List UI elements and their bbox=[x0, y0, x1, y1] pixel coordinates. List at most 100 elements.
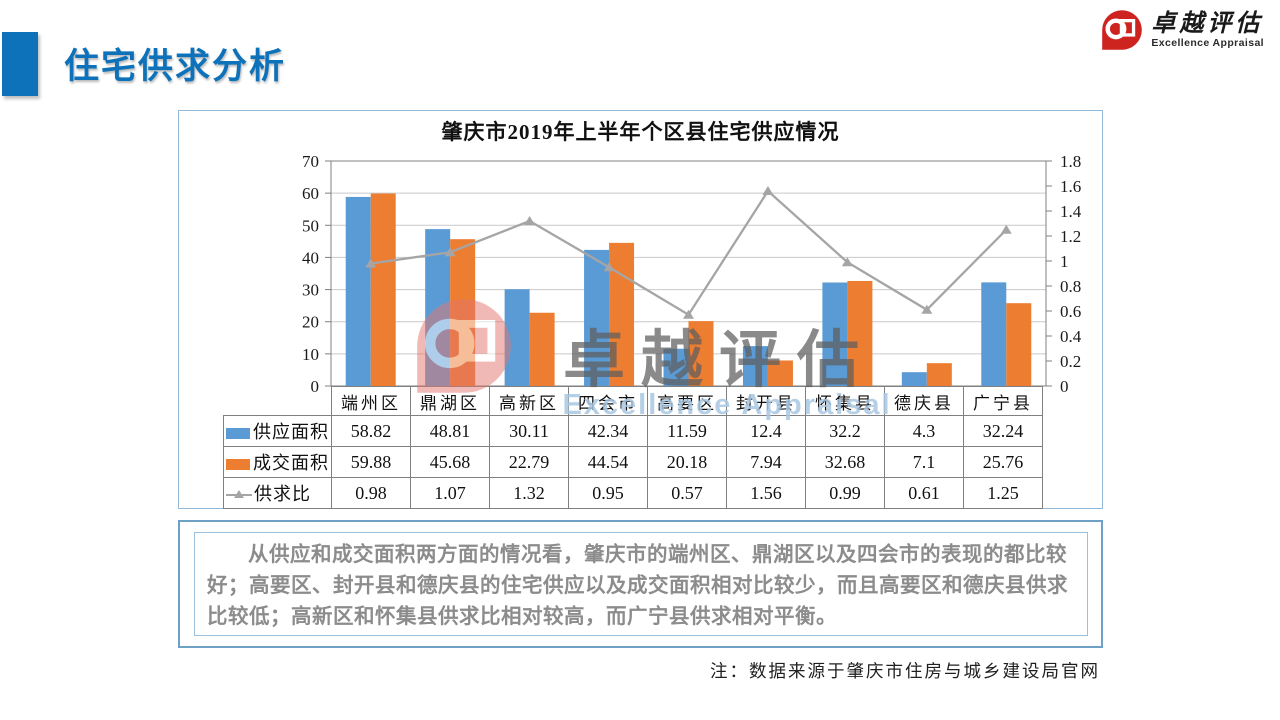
chart-bar bbox=[584, 249, 610, 386]
value-cell: 32.24 bbox=[963, 415, 1043, 447]
category-cell: 怀集县 bbox=[805, 386, 885, 416]
left-axis-label: 40 bbox=[302, 248, 319, 267]
legend-cell: 供应面积 bbox=[223, 415, 332, 447]
value-cell: 0.98 bbox=[331, 477, 411, 509]
value-cell: 32.68 bbox=[805, 446, 885, 478]
line-marker bbox=[603, 262, 615, 272]
left-axis-label: 0 bbox=[311, 377, 320, 396]
legend-label: 供求比 bbox=[254, 484, 311, 504]
value-cell: 25.76 bbox=[963, 446, 1043, 478]
right-axis-label: 0 bbox=[1060, 377, 1069, 396]
right-axis-label: 1 bbox=[1060, 252, 1069, 271]
line-marker bbox=[365, 258, 377, 268]
title-accent-square bbox=[2, 32, 38, 96]
right-axis-label: 0.2 bbox=[1060, 352, 1081, 371]
left-axis-label: 50 bbox=[302, 216, 319, 235]
value-cell: 7.94 bbox=[726, 446, 806, 478]
chart-panel: 肇庆市2019年上半年个区县住宅供应情况 0 10 20 30 40 50 60 70 0 0.2… bbox=[178, 110, 1103, 509]
brand-logo-text: 卓越评估 Excellence Appraisal bbox=[1151, 12, 1264, 49]
value-cell: 58.82 bbox=[331, 415, 411, 447]
value-cell: 32.2 bbox=[805, 415, 885, 447]
analysis-text: 从供应和成交面积两方面的情况看，肇庆市的端州区、鼎湖区以及四会市的表现的都比较好… bbox=[207, 543, 1068, 628]
chart-bar bbox=[370, 193, 396, 386]
value-cell: 42.34 bbox=[568, 415, 648, 447]
chart-bar bbox=[981, 282, 1007, 386]
chart-bar bbox=[609, 242, 635, 386]
chart-bar bbox=[926, 363, 952, 386]
value-cell: 12.4 bbox=[726, 415, 806, 447]
chart-bar bbox=[688, 321, 714, 386]
legend-bar-swatch bbox=[226, 428, 250, 439]
line-marker bbox=[762, 186, 774, 195]
value-cell: 59.88 bbox=[331, 446, 411, 478]
left-axis-label: 20 bbox=[302, 313, 319, 332]
value-cell: 7.1 bbox=[884, 446, 964, 478]
left-axis-label: 10 bbox=[302, 345, 319, 364]
legend-cell: 供求比 bbox=[223, 477, 332, 509]
category-cell: 四会市 bbox=[568, 386, 648, 416]
value-cell: 4.3 bbox=[884, 415, 964, 447]
right-axis-label: 0.6 bbox=[1060, 302, 1081, 321]
value-cell: 0.61 bbox=[884, 477, 964, 509]
value-cell: 48.81 bbox=[410, 415, 490, 447]
value-cell: 1.25 bbox=[963, 477, 1043, 509]
brand-name-en: Excellence Appraisal bbox=[1151, 36, 1264, 49]
right-axis-label: 1.8 bbox=[1060, 152, 1081, 171]
chart-bar bbox=[529, 312, 555, 386]
source-note: 注：数据来源于肇庆市住房与城乡建设局官网 bbox=[710, 661, 1100, 681]
category-cell: 高新区 bbox=[489, 386, 569, 416]
right-axis-label: 1.4 bbox=[1060, 202, 1082, 221]
line-marker bbox=[444, 247, 456, 257]
chart-bar bbox=[504, 289, 530, 386]
chart-bar bbox=[345, 196, 371, 386]
legend-label: 成交面积 bbox=[253, 453, 329, 473]
chart-bar bbox=[822, 282, 848, 386]
value-cell: 11.59 bbox=[647, 415, 727, 447]
category-cell: 德庆县 bbox=[884, 386, 964, 416]
chart-bar bbox=[663, 348, 689, 386]
value-cell: 0.95 bbox=[568, 477, 648, 509]
right-axis-label: 0.4 bbox=[1060, 327, 1082, 346]
line-marker bbox=[841, 257, 853, 267]
chart-title: 肇庆市2019年上半年个区县住宅供应情况 bbox=[441, 120, 840, 144]
category-cell: 端州区 bbox=[331, 386, 411, 416]
line-marker bbox=[921, 304, 933, 314]
value-cell: 1.32 bbox=[489, 477, 569, 509]
value-cell: 45.68 bbox=[410, 446, 490, 478]
chart-bar bbox=[847, 280, 873, 386]
brand-name-cn: 卓越评估 bbox=[1151, 10, 1264, 37]
brand-logo-icon bbox=[1102, 10, 1143, 50]
chart-bar bbox=[450, 239, 476, 386]
left-axis-label: 30 bbox=[302, 281, 319, 300]
chart-bar bbox=[901, 372, 927, 386]
value-cell: 1.07 bbox=[410, 477, 490, 509]
right-axis-label: 1.6 bbox=[1060, 177, 1081, 196]
value-cell: 44.54 bbox=[568, 446, 648, 478]
line-marker bbox=[683, 309, 694, 319]
page-title: 住宅供求分析 bbox=[64, 47, 287, 86]
value-cell: 20.18 bbox=[647, 446, 727, 478]
analysis-outer-box: 从供应和成交面积两方面的情况看，肇庆市的端州区、鼎湖区以及四会市的表现的都比较好… bbox=[178, 520, 1103, 648]
chart-data-table: 端州区 鼎湖区 高新区 四会市 高要区 封开县 怀集县 德庆县 广宁县供应面积 58.82 48.8… bbox=[223, 386, 1043, 509]
category-cell: 广宁县 bbox=[963, 386, 1043, 416]
legend-cell: 成交面积 bbox=[223, 446, 332, 478]
chart-bar bbox=[1006, 303, 1032, 386]
right-axis-label: 0.8 bbox=[1060, 277, 1081, 296]
value-cell: 22.79 bbox=[489, 446, 569, 478]
legend-bar-swatch bbox=[226, 459, 250, 470]
analysis-inner-box: 从供应和成交面积两方面的情况看，肇庆市的端州区、鼎湖区以及四会市的表现的都比较好… bbox=[194, 532, 1088, 636]
value-cell: 0.57 bbox=[647, 477, 727, 509]
value-cell: 0.99 bbox=[805, 477, 885, 509]
legend-line-swatch bbox=[226, 490, 252, 500]
line-marker bbox=[1000, 224, 1012, 234]
value-cell: 1.56 bbox=[726, 477, 806, 509]
category-cell: 鼎湖区 bbox=[410, 386, 490, 416]
table-corner-cell bbox=[224, 387, 332, 416]
value-cell: 30.11 bbox=[489, 415, 569, 447]
right-axis-label: 1.2 bbox=[1060, 227, 1081, 246]
category-cell: 封开县 bbox=[726, 386, 806, 416]
legend-label: 供应面积 bbox=[253, 422, 329, 442]
category-cell: 高要区 bbox=[647, 386, 727, 416]
line-marker bbox=[524, 216, 536, 225]
